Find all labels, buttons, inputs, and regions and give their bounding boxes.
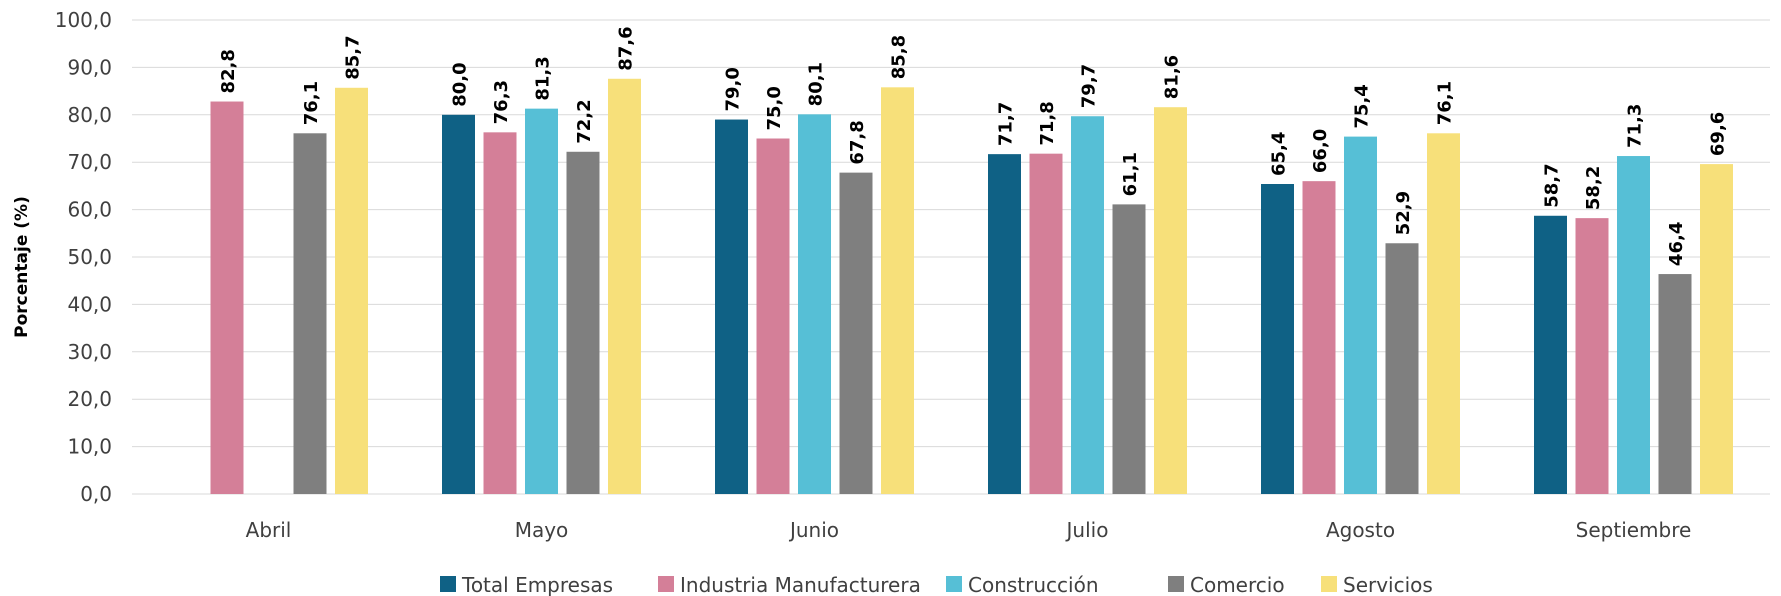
legend-label: Industria Manufacturera — [680, 573, 921, 596]
bar — [1071, 116, 1104, 495]
y-axis-title: Porcentaje (%) — [12, 196, 32, 338]
bar — [1658, 274, 1692, 494]
bar — [715, 119, 748, 494]
data-label: 76,3 — [491, 80, 512, 124]
y-tick-label: 0,0 — [80, 482, 112, 506]
data-label: 76,1 — [1435, 81, 1456, 125]
data-label: 75,0 — [764, 86, 785, 130]
bar — [756, 138, 790, 494]
y-tick-label: 40,0 — [67, 292, 112, 316]
bar — [1575, 218, 1609, 494]
data-label: 58,2 — [1583, 166, 1604, 210]
bar — [293, 133, 327, 494]
x-tick-label: Julio — [1065, 518, 1109, 542]
data-labels: 82,8 76,1 85,7 80,0 76,3 81,3 72,2 87,6 79,0 75,0… — [218, 26, 1729, 266]
legend-label: Total Empresas — [461, 573, 613, 596]
x-tick-label: Abril — [246, 518, 292, 542]
data-label: 69,6 — [1708, 112, 1729, 156]
bar — [483, 132, 517, 494]
data-label: 65,4 — [1269, 132, 1290, 176]
bar — [1302, 181, 1336, 494]
y-tick-label: 30,0 — [67, 340, 112, 364]
data-label: 85,8 — [889, 35, 910, 79]
bar — [988, 154, 1021, 494]
bar — [1534, 215, 1567, 494]
bar — [1700, 164, 1733, 494]
bar — [1029, 153, 1063, 494]
x-tick-label: Agosto — [1326, 518, 1395, 542]
legend-swatch — [1168, 576, 1184, 592]
legend-swatch — [1321, 576, 1337, 592]
data-label: 71,8 — [1037, 101, 1058, 145]
bar — [210, 101, 244, 494]
bar — [798, 114, 831, 495]
y-tick-label: 70,0 — [67, 150, 112, 174]
data-label: 66,0 — [1310, 129, 1331, 173]
legend: Total Empresas Industria Manufacturera Con… — [440, 573, 1433, 596]
bar — [881, 87, 914, 495]
legend-swatch — [658, 576, 674, 592]
data-label: 72,2 — [574, 99, 595, 143]
data-label: 76,1 — [301, 81, 322, 125]
bar — [566, 151, 600, 494]
data-label: 81,3 — [533, 56, 554, 100]
data-label: 87,6 — [616, 26, 637, 70]
data-label: 61,1 — [1120, 152, 1141, 196]
data-label: 58,7 — [1542, 163, 1563, 207]
bars — [210, 78, 1733, 495]
bar — [1427, 133, 1460, 494]
x-tick-label: Septiembre — [1576, 518, 1692, 542]
data-label: 75,4 — [1352, 84, 1373, 128]
y-tick-label: 10,0 — [67, 435, 112, 459]
bar — [608, 78, 641, 494]
data-label: 79,0 — [723, 67, 744, 111]
legend-swatch — [440, 576, 456, 592]
x-axis-ticks: Abril Mayo Junio Julio Agosto Septiembre — [246, 518, 1692, 542]
x-tick-label: Junio — [788, 518, 839, 542]
data-label: 82,8 — [218, 49, 239, 93]
gridlines — [132, 19, 1770, 495]
bar — [1344, 136, 1377, 494]
y-tick-label: 50,0 — [67, 245, 112, 269]
legend-swatch — [946, 576, 962, 592]
data-label: 85,7 — [343, 35, 364, 79]
data-label: 80,0 — [450, 62, 471, 106]
bar — [1385, 243, 1419, 494]
y-tick-label: 80,0 — [67, 103, 112, 127]
data-label: 71,3 — [1625, 104, 1646, 148]
bar — [1154, 107, 1187, 494]
legend-label: Comercio — [1190, 573, 1285, 596]
y-axis-ticks: 0,0 10,0 20,0 30,0 40,0 50,0 60,0 70,0 80,0 90,0 1… — [55, 8, 112, 506]
data-label: 71,7 — [996, 102, 1017, 146]
data-label: 81,6 — [1162, 55, 1183, 99]
data-label: 67,8 — [847, 120, 868, 164]
data-label: 80,1 — [806, 62, 827, 106]
bar — [525, 108, 558, 494]
bar — [1617, 156, 1650, 494]
bar — [1261, 184, 1294, 494]
data-label: 79,7 — [1079, 64, 1100, 108]
bar — [335, 87, 368, 495]
y-tick-label: 90,0 — [67, 55, 112, 79]
legend-label: Servicios — [1343, 573, 1433, 596]
y-tick-label: 100,0 — [55, 8, 112, 32]
data-label: 52,9 — [1393, 191, 1414, 235]
bar — [1112, 204, 1146, 495]
legend-label: Construcción — [968, 573, 1099, 596]
bar — [839, 172, 873, 495]
y-tick-label: 20,0 — [67, 387, 112, 411]
bar — [442, 114, 475, 495]
y-tick-label: 60,0 — [67, 198, 112, 222]
x-tick-label: Mayo — [515, 518, 569, 542]
data-label: 46,4 — [1666, 222, 1687, 266]
